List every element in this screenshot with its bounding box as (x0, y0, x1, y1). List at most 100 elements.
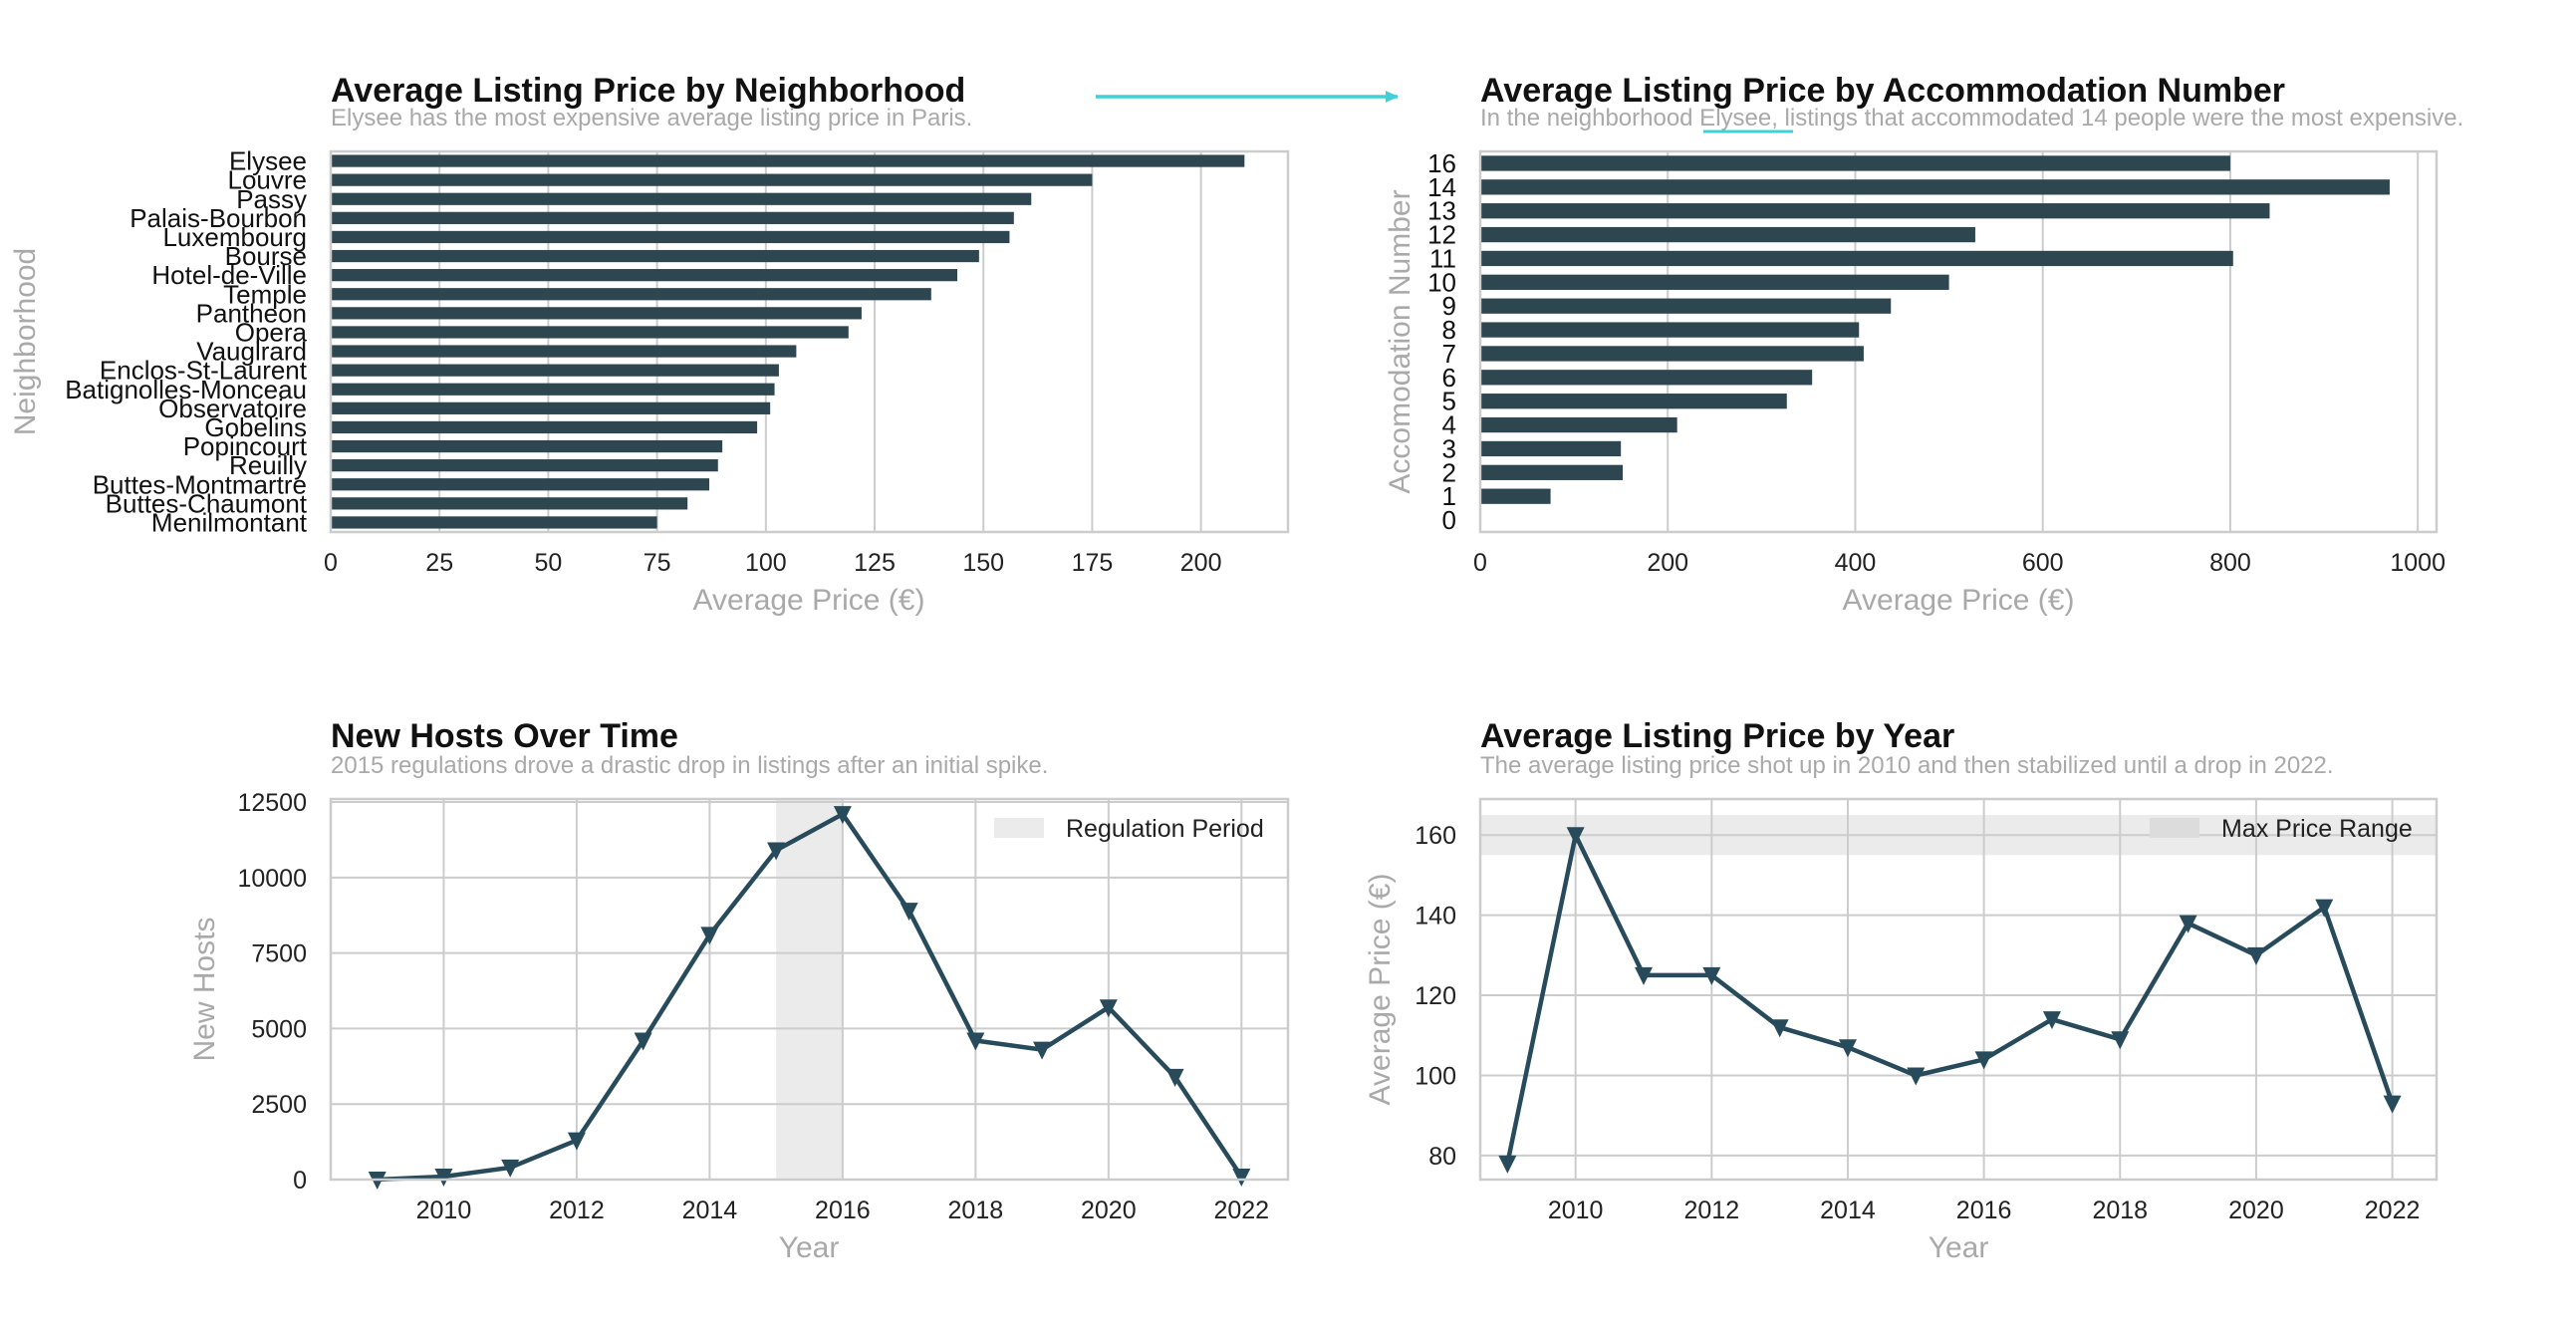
y-axis-label: New Hosts (188, 917, 221, 1061)
x-tick-label: 125 (854, 549, 896, 577)
category-label: 4 (1442, 410, 1456, 440)
category-label: Luxembourg (162, 222, 307, 252)
category-label: 6 (1442, 363, 1456, 393)
category-label: Pantheon (196, 298, 307, 328)
series-line (1505, 832, 2395, 1165)
data-point (1634, 966, 1653, 985)
data-point (2111, 1031, 2130, 1050)
bar (1480, 155, 2230, 171)
bar (1480, 298, 1892, 314)
x-tick-label: 2012 (549, 1197, 605, 1224)
category-label: 2 (1442, 457, 1456, 487)
bar (331, 364, 779, 377)
x-tick-label: 400 (1835, 549, 1877, 577)
category-label: 8 (1442, 315, 1456, 345)
bar (331, 230, 1010, 244)
y-axis-label: Accomodation Number (1384, 189, 1417, 493)
x-tick-label: 50 (535, 549, 563, 577)
bar (331, 497, 688, 510)
bar (331, 249, 979, 263)
x-tick-label: 2016 (1956, 1197, 2012, 1224)
y-tick-label: 10000 (237, 865, 307, 893)
category-label: Bourse (225, 241, 307, 271)
x-tick-label: 150 (962, 549, 1004, 577)
data-point (767, 842, 786, 861)
series-line (377, 811, 1244, 1183)
y-tick-label: 120 (1415, 982, 1456, 1010)
chart-subtitle: Elysee has the most expensive average li… (331, 105, 972, 132)
category-label: 5 (1442, 387, 1456, 416)
data-point (1770, 1019, 1789, 1038)
y-tick-label: 2500 (251, 1091, 307, 1119)
category-label: Enclos-St-Laurent (100, 356, 308, 386)
category-label: 7 (1442, 339, 1456, 369)
data-point (1907, 1067, 1926, 1086)
plot-frame (329, 797, 1290, 1182)
y-tick-label: 12500 (237, 789, 307, 817)
data-point (434, 1168, 453, 1187)
bar (331, 173, 1093, 186)
x-tick-label: 2012 (1684, 1197, 1740, 1224)
bar (331, 439, 723, 453)
plot-frame (1478, 149, 2439, 534)
category-label: 3 (1442, 433, 1456, 463)
category-label: Gobelins (204, 412, 307, 442)
new-hosts-chart: New Hosts Over Time 2015 regulations dro… (188, 717, 1290, 1264)
y-tick-label: 160 (1415, 822, 1456, 850)
data-point (1566, 827, 1585, 846)
category-label: 11 (1429, 243, 1456, 273)
x-tick-label: 2020 (2228, 1197, 2284, 1224)
category-label: Elysee (229, 146, 307, 176)
x-tick-label: 2022 (1213, 1197, 1269, 1224)
data-point (1974, 1051, 1993, 1070)
bar (1480, 440, 1622, 457)
chart-subtitle: The average listing price shot up in 201… (1480, 752, 2334, 779)
data-point (1838, 1039, 1857, 1058)
y-axis-label: Average Price (€) (1364, 874, 1397, 1106)
legend: Max Price Range (2150, 815, 2413, 843)
x-tick-label: 0 (324, 549, 338, 577)
bar (1480, 346, 1864, 362)
chart-title: Average Listing Price by Neighborhood (331, 72, 965, 110)
data-point (1099, 999, 1118, 1018)
x-tick-label: 600 (2022, 549, 2064, 577)
bar (1480, 464, 1624, 480)
data-point (700, 927, 719, 945)
data-point (634, 1032, 652, 1051)
x-tick-label: 200 (1647, 549, 1688, 577)
bar (331, 211, 1014, 224)
bar (331, 401, 771, 414)
x-axis-label: Year (779, 1231, 840, 1264)
y-tick-label: 80 (1428, 1143, 1456, 1171)
x-tick-label: 75 (644, 549, 671, 577)
x-tick-label: 2014 (1820, 1197, 1876, 1224)
category-label: Observatoire (158, 394, 307, 423)
data-point (2246, 946, 2265, 965)
data-point (2383, 1095, 2402, 1114)
category-label: Batignolles-Monceau (65, 375, 307, 404)
data-point (1702, 966, 1721, 985)
bar (331, 345, 797, 358)
y-tick-label: 140 (1415, 903, 1456, 931)
bar (1480, 488, 1551, 504)
chart-title: Average Listing Price by Year (1480, 717, 1954, 755)
bar (331, 326, 849, 339)
chart-subtitle: In the neighborhood Elysee, listings tha… (1480, 105, 2463, 132)
data-point (501, 1159, 520, 1178)
bar (331, 478, 710, 491)
category-label: Passy (236, 184, 307, 214)
bar (331, 307, 862, 320)
category-label: Buttes-Montmartre (93, 469, 307, 499)
x-axis-label: Average Price (€) (1843, 584, 2075, 617)
neighborhood-price-chart: Average Listing Price by Neighborhood El… (9, 72, 1290, 617)
x-tick-label: 2014 (682, 1197, 738, 1224)
chart-subtitle: 2015 regulations drove a drastic drop in… (331, 752, 1048, 779)
category-label: 14 (1427, 172, 1456, 202)
data-point (1165, 1068, 1184, 1087)
category-label: Hotel-de-Ville (151, 260, 307, 290)
legend: Regulation Period (994, 815, 1264, 843)
bar (331, 269, 958, 282)
x-tick-label: 2016 (815, 1197, 871, 1224)
x-axis-label: Average Price (€) (693, 584, 925, 617)
